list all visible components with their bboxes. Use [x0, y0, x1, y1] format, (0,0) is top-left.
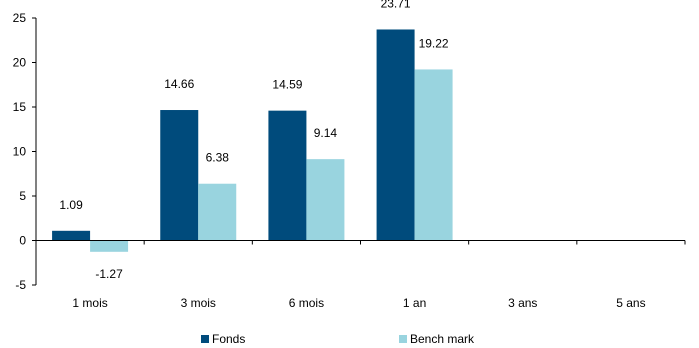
data-label: 14.59	[272, 78, 302, 92]
x-tick-label: 3 mois	[181, 296, 216, 310]
legend-item: Fonds	[201, 332, 245, 346]
y-tick-label: 0	[19, 234, 26, 248]
x-tick-label: 5 ans	[616, 296, 645, 310]
y-tick-label: -5	[15, 278, 26, 292]
y-axis: -5 0 5 10 15 20 25	[13, 11, 37, 292]
data-label: 23.71	[381, 0, 411, 10]
y-tick-label: 25	[13, 11, 27, 25]
bar	[90, 240, 129, 252]
x-axis: 1 mois 3 mois 6 mois 1 an 3 ans 5 ans	[35, 240, 686, 310]
data-labels: 1.09 -1.27 14.66 6.38 14.59 9.14 23.71 19.22	[59, 0, 449, 281]
data-label: -1.27	[95, 267, 123, 281]
legend: Fonds Bench mark	[201, 332, 475, 346]
legend-label: Bench mark	[410, 332, 475, 346]
data-label: 1.09	[59, 198, 83, 212]
legend-swatch	[201, 335, 209, 343]
x-tick-label: 1 mois	[72, 296, 107, 310]
bar	[306, 159, 345, 241]
legend-label: Fonds	[212, 332, 245, 346]
y-tick-label: 15	[13, 100, 27, 114]
data-label: 19.22	[419, 36, 449, 50]
x-tick-label: 1 an	[403, 296, 426, 310]
data-label: 9.14	[314, 126, 338, 140]
bar	[414, 69, 453, 241]
data-label: 14.66	[164, 77, 194, 91]
legend-swatch	[399, 335, 407, 343]
y-tick-label: 5	[19, 189, 26, 203]
x-tick-label: 3 ans	[508, 296, 537, 310]
x-tick-label: 6 mois	[289, 296, 324, 310]
bar	[160, 110, 199, 241]
bar	[376, 29, 415, 241]
y-tick-label: 10	[13, 145, 27, 159]
legend-item: Bench mark	[399, 332, 475, 346]
bar	[198, 183, 237, 241]
bar	[52, 230, 91, 241]
bar	[268, 110, 307, 241]
y-tick-label: 20	[13, 56, 27, 70]
data-label: 6.38	[206, 151, 230, 165]
bars	[52, 29, 453, 252]
